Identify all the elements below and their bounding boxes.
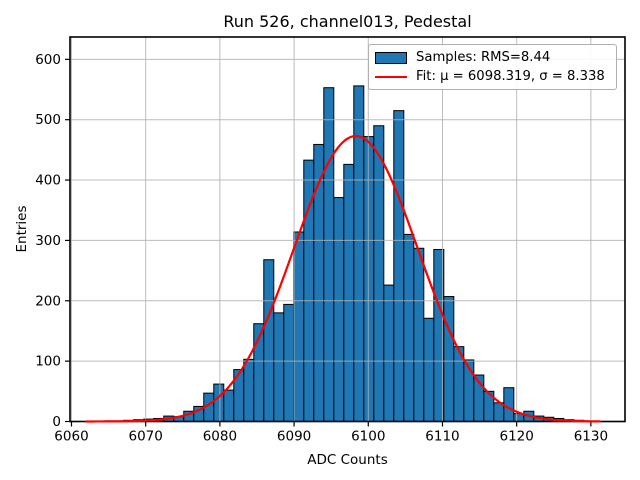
x-tick-label: 6090: [277, 429, 311, 445]
y-axis-label-text: Entries: [14, 205, 30, 253]
histogram-bar: [263, 259, 275, 423]
axes-spines: [69, 36, 626, 423]
x-tick-label: 6100: [351, 429, 385, 445]
histogram-bar: [213, 383, 225, 422]
y-tick-label: 100: [35, 354, 61, 370]
x-tick-label: 6110: [425, 429, 459, 445]
histogram-bar: [343, 163, 355, 423]
histogram-bar: [413, 247, 425, 422]
histogram-bar: [273, 312, 285, 423]
x-tick-label: 6060: [54, 429, 88, 445]
histogram-bar: [443, 296, 455, 422]
y-tick-label: 600: [35, 52, 61, 68]
y-tick-label: 300: [35, 233, 61, 249]
histogram-bar: [243, 358, 255, 422]
histogram-bar: [293, 231, 305, 422]
histogram-bar: [313, 143, 325, 422]
histogram-bar: [423, 317, 435, 422]
y-tick-label: 500: [35, 112, 61, 128]
histogram-bar: [493, 402, 505, 423]
histogram-bar: [283, 303, 295, 422]
y-tick-label: 200: [35, 293, 61, 309]
fit-line-swatch-icon: [375, 75, 407, 78]
x-tick-label: 6130: [574, 429, 608, 445]
histogram-bar: [363, 136, 375, 422]
y-tick-label: 400: [35, 173, 61, 189]
legend-samples-label: Samples: RMS=8.44: [416, 50, 551, 65]
legend-box: Samples: RMS=8.44 Fit: μ = 6098.319, σ =…: [368, 44, 617, 90]
histogram-bar: [383, 284, 395, 422]
histogram-bar: [223, 389, 235, 422]
legend-entry-samples: Samples: RMS=8.44: [375, 49, 608, 67]
chart-title: Run 526, channel013, Pedestal: [223, 12, 472, 31]
histogram-bar: [403, 233, 415, 422]
x-axis-label: ADC Counts: [307, 452, 388, 468]
legend-entry-fit: Fit: μ = 6098.319, σ = 8.338: [375, 68, 608, 86]
legend-fit-label: Fit: μ = 6098.319, σ = 8.338: [416, 69, 605, 84]
histogram-bar: [333, 197, 345, 422]
histogram-swatch-icon: [375, 51, 407, 64]
x-tick-label: 6120: [499, 429, 533, 445]
y-tick-label: 0: [52, 414, 61, 430]
x-tick-label: 6070: [129, 429, 163, 445]
histogram-bar: [503, 387, 515, 423]
histogram-bar: [393, 110, 405, 422]
histogram-bar: [373, 125, 385, 422]
x-tick-label: 6080: [203, 429, 237, 445]
gaussian-fit-curve: [85, 134, 601, 423]
histogram-bar: [323, 87, 335, 422]
